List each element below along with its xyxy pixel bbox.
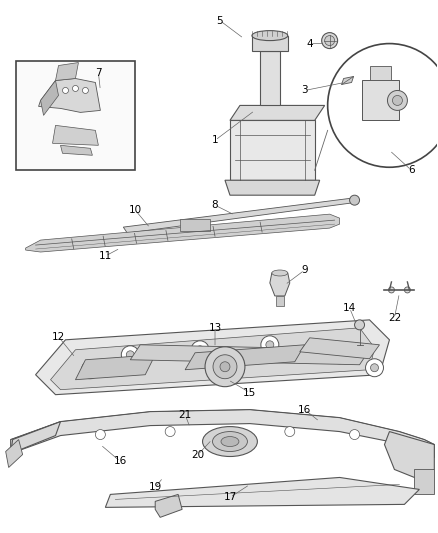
Polygon shape bbox=[11, 422, 60, 454]
Circle shape bbox=[86, 366, 95, 374]
Text: 9: 9 bbox=[301, 265, 308, 275]
Polygon shape bbox=[124, 198, 357, 233]
Polygon shape bbox=[25, 214, 339, 252]
Text: 19: 19 bbox=[148, 482, 162, 492]
Circle shape bbox=[321, 33, 338, 49]
Circle shape bbox=[261, 336, 279, 354]
Text: 5: 5 bbox=[217, 15, 223, 26]
Text: 16: 16 bbox=[114, 456, 127, 466]
Polygon shape bbox=[385, 432, 434, 480]
Polygon shape bbox=[75, 355, 155, 379]
Text: 3: 3 bbox=[301, 85, 308, 95]
Polygon shape bbox=[56, 62, 78, 80]
Text: 12: 12 bbox=[52, 332, 65, 342]
Text: 21: 21 bbox=[178, 410, 192, 419]
Polygon shape bbox=[53, 125, 99, 146]
Circle shape bbox=[355, 320, 364, 330]
Text: 13: 13 bbox=[208, 323, 222, 333]
Text: 11: 11 bbox=[99, 251, 112, 261]
Polygon shape bbox=[370, 66, 392, 80]
Circle shape bbox=[266, 341, 274, 349]
Polygon shape bbox=[225, 180, 320, 195]
FancyBboxPatch shape bbox=[16, 61, 135, 170]
Text: 4: 4 bbox=[307, 38, 313, 49]
Polygon shape bbox=[39, 78, 100, 112]
Text: 6: 6 bbox=[408, 165, 415, 175]
Polygon shape bbox=[361, 80, 399, 120]
Ellipse shape bbox=[221, 437, 239, 447]
Circle shape bbox=[82, 87, 88, 93]
Text: 20: 20 bbox=[191, 449, 205, 459]
Polygon shape bbox=[180, 219, 210, 231]
Polygon shape bbox=[11, 410, 434, 457]
Text: 8: 8 bbox=[212, 200, 218, 210]
Polygon shape bbox=[342, 77, 353, 84]
Circle shape bbox=[191, 341, 209, 359]
Circle shape bbox=[336, 351, 343, 359]
Circle shape bbox=[72, 85, 78, 92]
Circle shape bbox=[213, 355, 237, 379]
Circle shape bbox=[285, 426, 295, 437]
Text: 16: 16 bbox=[298, 405, 311, 415]
Text: 14: 14 bbox=[343, 303, 356, 313]
Polygon shape bbox=[276, 296, 284, 306]
Polygon shape bbox=[35, 320, 389, 394]
Polygon shape bbox=[185, 345, 305, 370]
Circle shape bbox=[331, 346, 349, 364]
Polygon shape bbox=[106, 478, 419, 507]
Circle shape bbox=[126, 351, 134, 359]
Polygon shape bbox=[260, 51, 280, 106]
Polygon shape bbox=[50, 328, 374, 390]
Polygon shape bbox=[230, 106, 325, 120]
Circle shape bbox=[366, 359, 384, 377]
Circle shape bbox=[95, 430, 106, 440]
Text: 10: 10 bbox=[129, 205, 142, 215]
Text: 22: 22 bbox=[388, 313, 401, 323]
Circle shape bbox=[350, 430, 360, 440]
Polygon shape bbox=[6, 440, 23, 467]
Ellipse shape bbox=[212, 432, 247, 451]
Polygon shape bbox=[60, 146, 92, 155]
Circle shape bbox=[165, 426, 175, 437]
Ellipse shape bbox=[392, 95, 403, 106]
Ellipse shape bbox=[272, 270, 288, 276]
Circle shape bbox=[220, 362, 230, 372]
Circle shape bbox=[196, 346, 204, 354]
Text: 1: 1 bbox=[212, 135, 218, 146]
Circle shape bbox=[325, 36, 335, 46]
Polygon shape bbox=[270, 273, 290, 296]
Circle shape bbox=[389, 287, 395, 293]
Polygon shape bbox=[41, 80, 59, 116]
Polygon shape bbox=[130, 345, 370, 365]
Text: 7: 7 bbox=[95, 68, 102, 77]
Ellipse shape bbox=[202, 426, 258, 456]
Circle shape bbox=[371, 364, 378, 372]
Circle shape bbox=[205, 347, 245, 386]
Text: 15: 15 bbox=[243, 387, 257, 398]
Polygon shape bbox=[155, 495, 182, 518]
Ellipse shape bbox=[388, 91, 407, 110]
Polygon shape bbox=[414, 470, 434, 495]
Polygon shape bbox=[300, 338, 379, 359]
Polygon shape bbox=[230, 120, 314, 180]
Circle shape bbox=[81, 361, 99, 379]
Ellipse shape bbox=[252, 30, 288, 41]
Text: 17: 17 bbox=[223, 492, 237, 503]
Circle shape bbox=[121, 346, 139, 364]
Circle shape bbox=[350, 195, 360, 205]
Polygon shape bbox=[252, 36, 288, 51]
Circle shape bbox=[63, 87, 68, 93]
Circle shape bbox=[404, 287, 410, 293]
